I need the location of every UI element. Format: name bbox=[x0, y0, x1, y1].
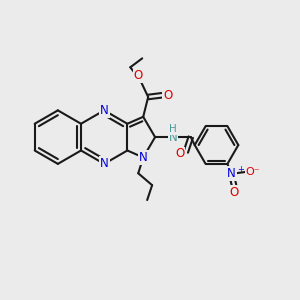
Text: O⁻: O⁻ bbox=[246, 167, 260, 177]
Text: O: O bbox=[230, 186, 239, 199]
Text: O: O bbox=[134, 69, 143, 82]
Text: N: N bbox=[139, 151, 148, 164]
Text: N: N bbox=[100, 158, 109, 170]
Text: H: H bbox=[169, 124, 177, 134]
Text: O: O bbox=[175, 148, 184, 160]
Text: N: N bbox=[227, 167, 236, 180]
Text: N: N bbox=[100, 104, 109, 117]
Text: +: + bbox=[237, 165, 244, 174]
Text: O: O bbox=[164, 88, 172, 101]
Text: N: N bbox=[169, 130, 177, 144]
